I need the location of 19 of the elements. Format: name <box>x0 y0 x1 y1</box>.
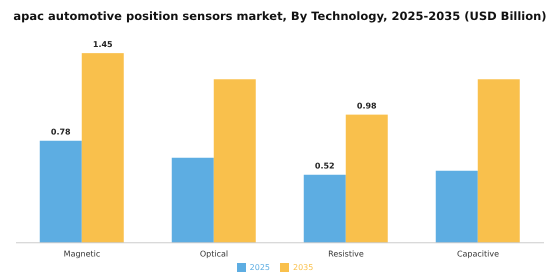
data-label: 0.52 <box>314 162 335 171</box>
bar <box>82 53 124 243</box>
bar <box>436 170 478 243</box>
legend-label: 2025 <box>250 262 270 272</box>
bar <box>478 79 520 243</box>
x-tick-label: Resistive <box>328 249 364 258</box>
data-label: 0.78 <box>50 128 72 137</box>
bar <box>346 114 388 243</box>
bar <box>304 174 346 243</box>
bar <box>40 140 82 243</box>
bar <box>172 158 214 243</box>
chart-title: apac automotive position sensors market, By Technology, 2025-2035 (USD Billion) <box>12 8 548 25</box>
data-label: 0.98 <box>356 102 378 111</box>
x-tick-label: Magnetic <box>64 249 100 258</box>
x-tick-label: Capacitive <box>456 249 500 258</box>
data-label: 1.45 <box>92 40 114 50</box>
legend-label: 2035 <box>293 262 314 272</box>
x-tick-label: Optical <box>200 249 228 258</box>
bar <box>214 79 256 243</box>
